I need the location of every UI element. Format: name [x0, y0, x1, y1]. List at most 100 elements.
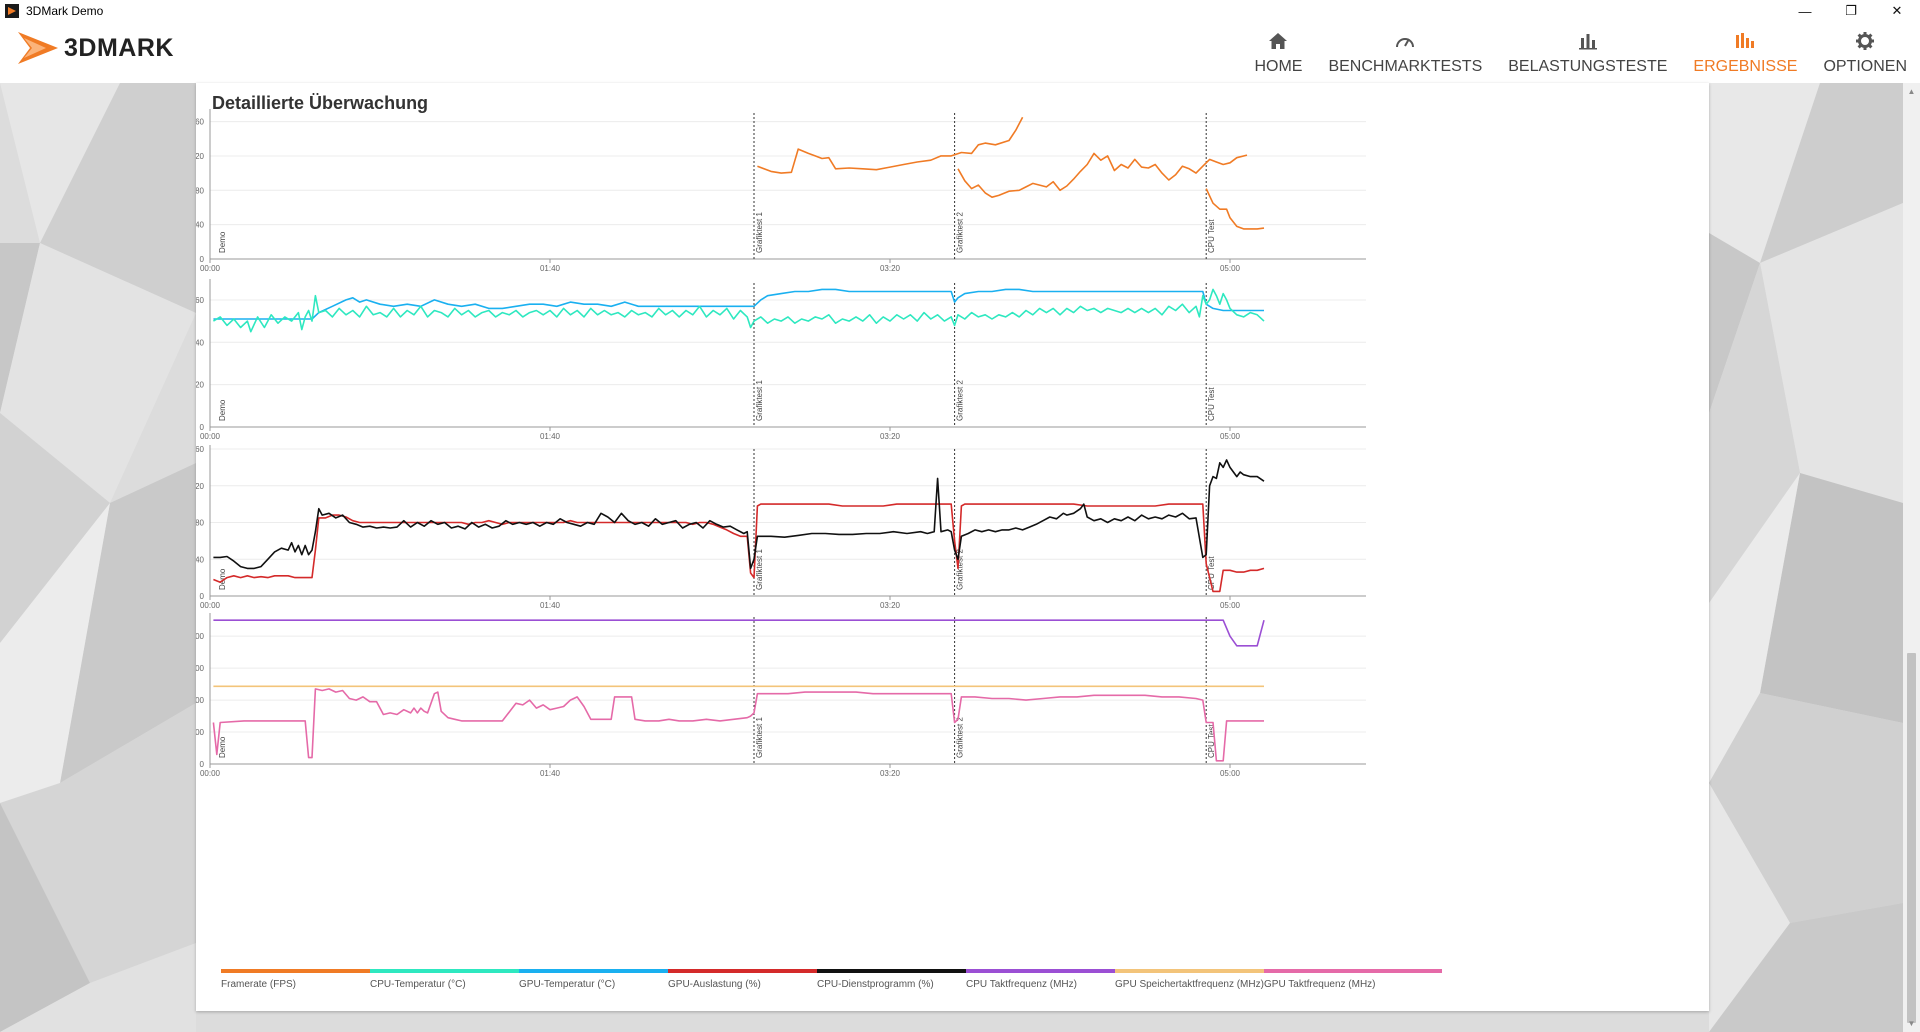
- logo-mark-icon: [18, 32, 58, 64]
- test-marker-label: CPU Test: [1207, 219, 1216, 253]
- monitoring-charts: 0408012016000:0001:4003:2005:00Framerate…: [196, 109, 1366, 778]
- test-marker-label: Grafiktest 1: [755, 380, 764, 421]
- close-button[interactable]: ✕: [1891, 3, 1903, 18]
- y-tick-label: 40: [196, 555, 205, 564]
- nav-belastungsteste-label: BELASTUNGSTESTE: [1508, 57, 1668, 75]
- x-tick-label: 03:20: [880, 432, 901, 441]
- legend-item[interactable]: GPU Taktfrequenz (MHz): [1264, 969, 1442, 990]
- y-tick-label: 80: [196, 186, 205, 195]
- x-tick-label: 01:40: [540, 601, 561, 610]
- nav-benchmarktests[interactable]: BENCHMARKTESTS: [1315, 22, 1495, 83]
- y-tick-label: 4000: [196, 632, 205, 641]
- bar-chart-icon: [1578, 30, 1598, 52]
- legend-label: CPU Taktfrequenz (MHz): [966, 979, 1077, 990]
- x-tick-label: 05:00: [1220, 601, 1241, 610]
- logo-text: 3DMARK: [64, 33, 174, 62]
- test-marker-label: Grafiktest 1: [755, 717, 764, 758]
- chart-3: 0408012016000:0001:4003:2005:00Prozentsa…: [196, 445, 1366, 610]
- x-tick-label: 03:20: [880, 769, 901, 778]
- y-tick-label: 40: [196, 221, 205, 230]
- legend-label: CPU-Dienstprogramm (%): [817, 979, 934, 990]
- series-line-cpu-dienstprogramm: [213, 459, 1265, 570]
- y-tick-label: 1000: [196, 728, 205, 737]
- y-tick-label: 3000: [196, 664, 205, 673]
- test-marker-label: CPU Test: [1207, 556, 1216, 590]
- series-line-framerate-fps: [957, 152, 1248, 198]
- nav-belastungsteste[interactable]: BELASTUNGSTESTE: [1495, 22, 1680, 83]
- restore-button[interactable]: ❐: [1845, 3, 1857, 18]
- gauge-icon: [1395, 30, 1415, 52]
- legend-color-bar: [1115, 969, 1293, 973]
- x-tick-label: 00:00: [200, 264, 221, 273]
- y-tick-label: 0: [200, 423, 205, 432]
- chart-legend: Framerate (FPS) CPU-Temperatur (°C) GPU-Te…: [221, 969, 1709, 999]
- legend-item[interactable]: GPU Speichertaktfrequenz (MHz): [1115, 969, 1293, 990]
- y-tick-label: 160: [196, 445, 205, 454]
- legend-color-bar: [1264, 969, 1442, 973]
- 3dmark-logo[interactable]: 3DMARK: [18, 30, 174, 66]
- y-tick-label: 0: [200, 255, 205, 264]
- app-icon: [5, 4, 19, 18]
- legend-label: Framerate (FPS): [221, 979, 297, 990]
- test-marker-label: Demo: [218, 399, 227, 421]
- test-marker-label: Grafiktest 2: [956, 380, 965, 421]
- scroll-down-icon[interactable]: ▼: [1907, 1019, 1916, 1028]
- nav-optionen[interactable]: OPTIONEN: [1810, 22, 1920, 83]
- x-tick-label: 00:00: [200, 769, 221, 778]
- window-title: 3DMark Demo: [26, 4, 104, 18]
- y-tick-label: 20: [196, 381, 205, 390]
- minimize-button[interactable]: —: [1798, 3, 1812, 19]
- series-line-gpu-taktfrequenz-mhz: [212, 688, 1264, 762]
- nav-optionen-label: OPTIONEN: [1823, 57, 1907, 75]
- legend-item[interactable]: Framerate (FPS): [221, 969, 399, 990]
- y-tick-label: 0: [200, 760, 205, 769]
- legend-item[interactable]: CPU-Temperatur (°C): [370, 969, 548, 990]
- test-marker-label: Grafiktest 2: [956, 549, 965, 590]
- x-tick-label: 01:40: [540, 432, 561, 441]
- test-marker-label: Grafiktest 1: [755, 549, 764, 590]
- legend-item[interactable]: CPU-Dienstprogramm (%): [817, 969, 995, 990]
- scroll-thumb[interactable]: [1907, 653, 1916, 1023]
- series-line-gpu-temperatur-c: [213, 288, 1264, 320]
- legend-item[interactable]: GPU-Auslastung (%): [668, 969, 846, 990]
- test-marker-label: Demo: [218, 568, 227, 590]
- legend-color-bar: [370, 969, 548, 973]
- main-nav: HOME BENCHMARKTESTS BELASTUNGSTESTE ERGE…: [1241, 22, 1920, 83]
- legend-color-bar: [519, 969, 697, 973]
- chart-1: 0408012016000:0001:4003:2005:00Framerate…: [196, 109, 1366, 273]
- legend-color-bar: [817, 969, 995, 973]
- y-tick-label: 0: [200, 592, 205, 601]
- legend-label: GPU Speichertaktfrequenz (MHz): [1115, 979, 1264, 990]
- series-line-framerate-fps: [1205, 188, 1265, 230]
- nav-ergebnisse-label: ERGEBNISSE: [1693, 57, 1798, 75]
- x-tick-label: 05:00: [1220, 769, 1241, 778]
- vertical-scrollbar[interactable]: ▲ ▼: [1903, 83, 1920, 1032]
- series-line-cpu-temperatur-c: [212, 288, 1265, 333]
- legend-color-bar: [668, 969, 846, 973]
- scroll-up-icon[interactable]: ▲: [1907, 87, 1916, 96]
- x-tick-label: 00:00: [200, 432, 221, 441]
- x-tick-label: 00:00: [200, 601, 221, 610]
- results-icon: [1734, 30, 1756, 52]
- chart-4: 0100020003000400000:0001:4003:2005:00Fre…: [196, 613, 1366, 778]
- y-tick-label: 120: [196, 482, 205, 491]
- legend-item[interactable]: CPU Taktfrequenz (MHz): [966, 969, 1144, 990]
- nav-ergebnisse[interactable]: ERGEBNISSE: [1680, 22, 1810, 83]
- legend-item[interactable]: GPU-Temperatur (°C): [519, 969, 697, 990]
- series-line-gpu-auslastung: [213, 503, 1265, 593]
- y-tick-label: 2000: [196, 696, 205, 705]
- legend-label: GPU-Temperatur (°C): [519, 979, 616, 990]
- test-marker-label: CPU Test: [1207, 724, 1216, 758]
- window-titlebar: 3DMark Demo — ❐ ✕: [0, 0, 1920, 22]
- nav-home[interactable]: HOME: [1241, 22, 1315, 83]
- gear-icon: [1855, 30, 1875, 52]
- home-icon: [1268, 30, 1288, 52]
- app-header: 3DMARK HOME BENCHMARKTESTS BELASTUNGSTES…: [0, 22, 1920, 83]
- y-tick-label: 120: [196, 152, 205, 161]
- test-marker-label: CPU Test: [1207, 387, 1216, 421]
- x-tick-label: 03:20: [880, 601, 901, 610]
- series-line-framerate-fps: [757, 116, 1024, 174]
- legend-label: GPU-Auslastung (%): [668, 979, 761, 990]
- x-tick-label: 05:00: [1220, 432, 1241, 441]
